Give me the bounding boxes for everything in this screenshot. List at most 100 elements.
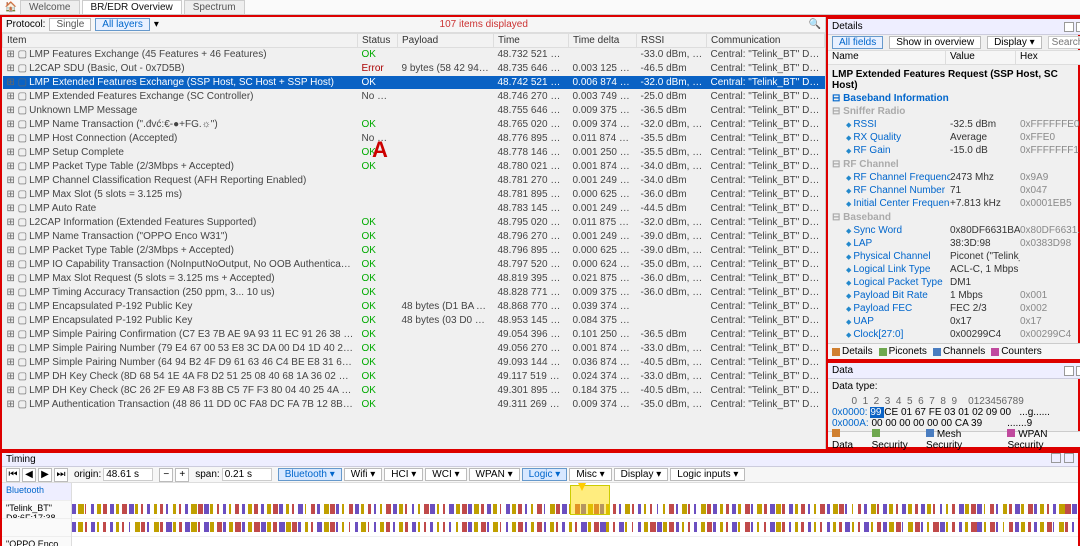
table-row[interactable]: ⊞ ▢LMP Packet Type Table (2/3Mbps + Acce… bbox=[3, 244, 825, 258]
table-row[interactable]: ⊞ ▢LMP Simple Pairing Number (64 94 B2 4… bbox=[3, 356, 825, 370]
filter-single[interactable]: Single bbox=[49, 18, 91, 31]
col-status[interactable]: Status bbox=[358, 34, 398, 48]
timing-group-bluetooth[interactable]: Bluetooth ▾ bbox=[278, 468, 342, 481]
col-rssi[interactable]: RSSI bbox=[637, 34, 707, 48]
timing-group-wpan[interactable]: WPAN ▾ bbox=[469, 468, 520, 481]
timing-group-wifi[interactable]: Wifi ▾ bbox=[344, 468, 382, 481]
pin-icon[interactable] bbox=[1064, 366, 1074, 376]
close-icon[interactable] bbox=[1064, 453, 1074, 463]
table-row[interactable]: ⊞ ▢L2CAP Information (Extended Features … bbox=[3, 216, 825, 230]
table-row[interactable]: ⊞ ▢LMP Extended Features Exchange (SC Co… bbox=[3, 90, 825, 104]
nav-last-icon[interactable]: ⏭ bbox=[54, 468, 68, 482]
table-row[interactable]: ⊞ ▢LMP Packet Type Table (2/3Mbps + Acce… bbox=[3, 160, 825, 174]
table-row[interactable]: ⊞ ▢LMP DH Key Check (8D 68 54 1E 4A F8 D… bbox=[3, 370, 825, 384]
details-body[interactable]: LMP Extended Features Request (SSP Host,… bbox=[828, 65, 1080, 343]
dtab-piconets[interactable]: Piconets bbox=[879, 346, 927, 357]
search-icon[interactable]: 🔍 bbox=[809, 19, 821, 30]
dtab-details[interactable]: Details bbox=[832, 346, 873, 357]
pin-icon[interactable] bbox=[1064, 22, 1074, 32]
timing-labels: Bluetooth"Telink_BT" D8:6F:17:38..."OPPO… bbox=[2, 483, 72, 546]
hex-view[interactable]: 0 1 2 3 4 5 6 7 8 9 01234567890x0000: 99… bbox=[828, 394, 1080, 431]
dtab-counters[interactable]: Counters bbox=[991, 346, 1042, 357]
details-search-input[interactable] bbox=[1048, 36, 1080, 49]
filter-toolbar: Protocol: Single All layers ▾ 107 items … bbox=[2, 17, 825, 33]
datatab-data[interactable]: Data bbox=[832, 429, 864, 451]
table-row[interactable]: ⊞ ▢LMP Max Slot Request (5 slots = 3.125… bbox=[3, 272, 825, 286]
table-row[interactable]: ⊞ ▢LMP Auto Rate48.783 145 6250.001 249 … bbox=[3, 202, 825, 216]
timing-group-misc[interactable]: Misc ▾ bbox=[569, 468, 611, 481]
dtab-channels[interactable]: Channels bbox=[933, 346, 985, 357]
table-row[interactable]: ⊞ ▢L2CAP SDU (Basic, Out - 0x7D5B)Error9… bbox=[3, 62, 825, 76]
timing-group-display[interactable]: Display ▾ bbox=[614, 468, 669, 481]
details-col-hex[interactable]: Hex bbox=[1016, 51, 1080, 64]
details-columns: Name Value Hex bbox=[828, 51, 1080, 65]
origin-input[interactable] bbox=[103, 468, 153, 481]
col-item[interactable]: Item bbox=[3, 34, 358, 48]
timing-group-wci[interactable]: WCI ▾ bbox=[425, 468, 466, 481]
timing-pane: Timing ⏮ ◀ ▶ ⏭ origin: − + bbox=[2, 453, 1078, 546]
table-row[interactable]: ⊞ ▢LMP Name Transaction ("OPPO Enco W31"… bbox=[3, 230, 825, 244]
details-title: Details bbox=[832, 21, 863, 32]
table-row[interactable]: ⊞ ▢LMP Host Connection (Accepted)No Requ… bbox=[3, 132, 825, 146]
datatab-security[interactable]: Security bbox=[872, 429, 918, 451]
details-col-value[interactable]: Value bbox=[946, 51, 1016, 64]
table-row[interactable]: ⊞ ▢LMP Authentication Transaction (48 86… bbox=[3, 398, 825, 412]
zoom-out-icon[interactable]: − bbox=[159, 468, 173, 482]
protocol-label: Protocol: bbox=[6, 19, 45, 30]
pin-icon[interactable] bbox=[1051, 453, 1061, 463]
packet-grid[interactable]: Item Status Payload Time Time delta RSSI… bbox=[2, 33, 825, 449]
table-row[interactable]: ⊞ ▢Unknown LMP Message48.755 646 1250.00… bbox=[3, 104, 825, 118]
col-time-delta[interactable]: Time delta bbox=[569, 34, 637, 48]
span-input[interactable] bbox=[222, 468, 272, 481]
timing-canvas[interactable]: 48.6048.7048.800.010.020.030.040.050.060… bbox=[72, 483, 1078, 546]
span-label: span: bbox=[195, 469, 219, 480]
tab-all-fields[interactable]: All fields bbox=[832, 36, 883, 49]
timing-group-hci[interactable]: HCI ▾ bbox=[384, 468, 423, 481]
nav-next-icon[interactable]: ▶ bbox=[38, 468, 52, 482]
origin-label: origin: bbox=[74, 469, 101, 480]
timing-group-logic inputs[interactable]: Logic inputs ▾ bbox=[670, 468, 745, 481]
table-row[interactable]: ⊞ ▢LMP Encapsulated P-192 Public KeyOK48… bbox=[3, 314, 825, 328]
col-time[interactable]: Time bbox=[494, 34, 569, 48]
tab-show-overview[interactable]: Show in overview bbox=[889, 36, 981, 49]
table-row[interactable]: ⊞ ▢LMP Simple Pairing Number (79 E4 67 0… bbox=[3, 342, 825, 356]
datatab-mesh[interactable]: Mesh Security bbox=[926, 429, 999, 451]
table-row[interactable]: ⊞ ▢LMP Timing Accuracy Transaction (250 … bbox=[3, 286, 825, 300]
chevron-down-icon[interactable]: ▾ bbox=[154, 19, 159, 30]
table-row[interactable]: ⊞ ▢LMP Channel Classification Request (A… bbox=[3, 174, 825, 188]
table-row[interactable]: ⊞ ▢LMP DH Key Check (8C 26 2F E9 A8 F3 8… bbox=[3, 384, 825, 398]
tab-welcome[interactable]: Welcome bbox=[20, 0, 80, 14]
zoom-in-icon[interactable]: + bbox=[175, 468, 189, 482]
table-row[interactable]: ⊞ ▢LMP Max Slot (5 slots = 3.125 ms)48.7… bbox=[3, 188, 825, 202]
data-titlebar: Data bbox=[828, 363, 1080, 379]
table-row[interactable]: ⊞ ▢LMP Features Exchange (45 Features + … bbox=[3, 48, 825, 62]
table-row[interactable]: ⊞ ▢LMP Encapsulated P-192 Public KeyOK48… bbox=[3, 300, 825, 314]
home-icon[interactable]: 🏠 bbox=[4, 0, 18, 14]
details-toolbar: All fields Show in overview Display ▾ bbox=[828, 35, 1080, 51]
data-bottom-tabs: Data Security Mesh Security WPAN Securit… bbox=[828, 431, 1080, 447]
top-tabstrip: 🏠 Welcome BR/EDR Overview Spectrum bbox=[0, 0, 1080, 15]
nav-first-icon[interactable]: ⏮ bbox=[6, 468, 20, 482]
tab-spectrum[interactable]: Spectrum bbox=[184, 0, 245, 14]
table-row[interactable]: ⊞ ▢LMP Setup CompleteOK48.778 146 1250.0… bbox=[3, 146, 825, 160]
item-count: 107 items displayed bbox=[440, 19, 528, 30]
packet-list-pane: Protocol: Single All layers ▾ 107 items … bbox=[2, 17, 826, 449]
table-row[interactable]: ⊞ ▢LMP IO Capability Transaction (NoInpu… bbox=[3, 258, 825, 272]
data-type-label: Data type: bbox=[828, 379, 1080, 394]
table-row[interactable]: ⊞ ▢LMP Name Transaction (".đvć:€-●+FG.☼"… bbox=[3, 118, 825, 132]
col-payload[interactable]: Payload bbox=[398, 34, 494, 48]
col-comm[interactable]: Communication bbox=[707, 34, 825, 48]
close-icon[interactable] bbox=[1076, 22, 1080, 32]
data-title: Data bbox=[832, 365, 853, 376]
datatab-wpan[interactable]: WPAN Security bbox=[1007, 429, 1080, 451]
tab-display[interactable]: Display ▾ bbox=[987, 36, 1042, 49]
timing-group-logic[interactable]: Logic ▾ bbox=[522, 468, 568, 481]
table-row[interactable]: ⊞ ▢LMP Extended Features Exchange (SSP H… bbox=[3, 76, 825, 90]
close-icon[interactable] bbox=[1076, 366, 1080, 376]
nav-prev-icon[interactable]: ◀ bbox=[22, 468, 36, 482]
details-col-name[interactable]: Name bbox=[828, 51, 946, 64]
table-row[interactable]: ⊞ ▢LMP Simple Pairing Confirmation (C7 E… bbox=[3, 328, 825, 342]
filter-all-layers[interactable]: All layers bbox=[95, 18, 150, 31]
tab-overview[interactable]: BR/EDR Overview bbox=[82, 0, 182, 14]
details-titlebar: Details bbox=[828, 19, 1080, 35]
